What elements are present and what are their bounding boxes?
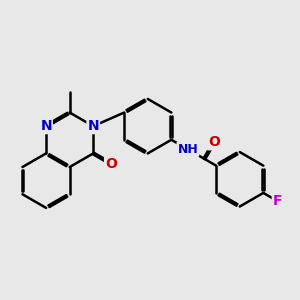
Text: N: N <box>40 119 52 133</box>
Text: NH: NH <box>178 143 198 156</box>
Text: O: O <box>105 157 117 171</box>
Text: N: N <box>88 119 99 133</box>
Text: F: F <box>273 194 282 208</box>
Text: O: O <box>208 135 220 149</box>
